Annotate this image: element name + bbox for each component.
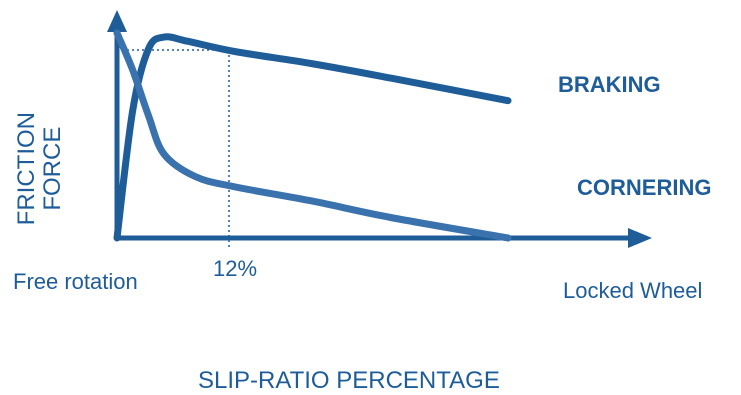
marker-12-percent-label: 12% [213, 256, 258, 281]
locked-wheel-label: Locked Wheel [563, 278, 703, 303]
x-axis-title: SLIP-RATIO PERCENTAGE [198, 367, 500, 394]
cornering-curve [113, 29, 512, 242]
y-axis-label-line2: FORCE [39, 126, 66, 211]
braking-label: BRAKING [558, 72, 661, 97]
braking-curve [113, 33, 512, 242]
y-axis-label-line1: FRICTION [13, 112, 40, 226]
y-axis-arrowhead [107, 10, 127, 32]
x-axis-arrowhead [628, 228, 652, 248]
free-rotation-label: Free rotation [13, 269, 138, 294]
y-axis-label: FRICTION FORCE [13, 112, 66, 226]
cornering-label: CORNERING [577, 175, 712, 200]
